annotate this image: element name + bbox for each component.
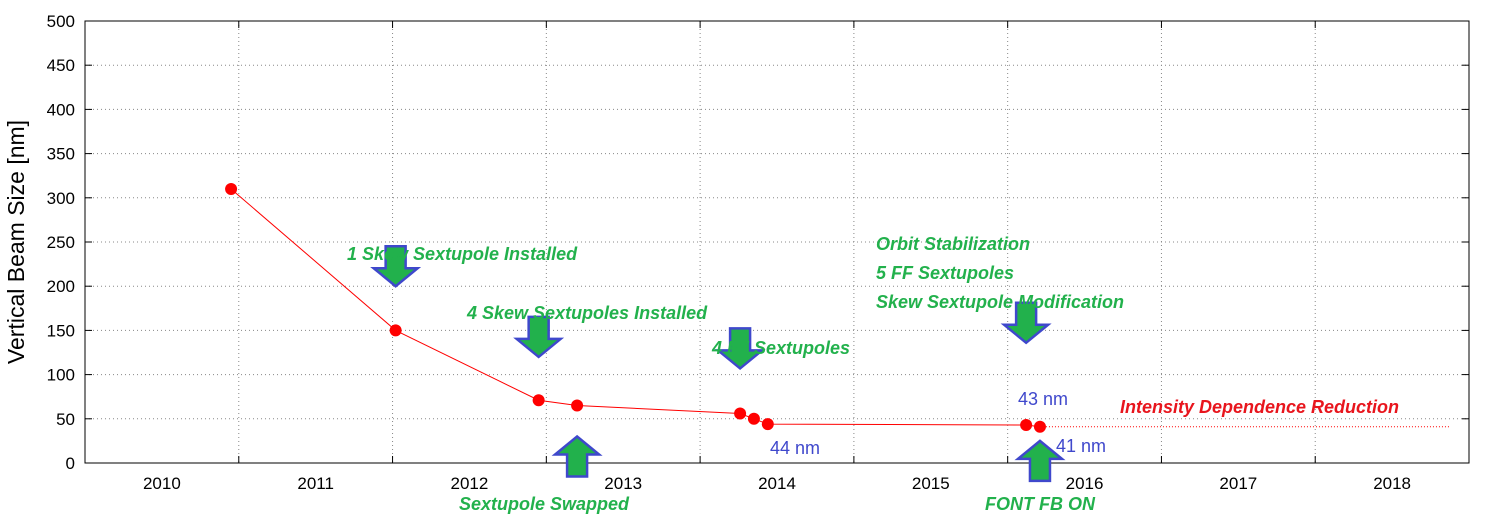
annotation-4-skew-sextupoles: 4 Skew Sextupoles Installed — [466, 303, 708, 323]
x-tick-label: 2017 — [1219, 474, 1257, 493]
data-series — [225, 182, 1451, 433]
annotation-arrows — [370, 244, 1066, 483]
x-tick-label: 2013 — [604, 474, 642, 493]
annotation-5-ff-sextupoles: 5 FF Sextupoles — [876, 263, 1014, 283]
arrow-down-icon — [714, 327, 766, 371]
annotation-43-nm: 43 nm — [1018, 389, 1068, 409]
x-tick-label: 2011 — [297, 474, 334, 493]
grid-lines — [85, 21, 1469, 463]
y-tick-label: 450 — [47, 56, 75, 75]
data-point — [225, 182, 238, 195]
annotation-orbit-stabilization: Orbit Stabilization — [876, 234, 1030, 254]
x-tick-label: 2015 — [912, 474, 950, 493]
y-tick-label: 150 — [47, 321, 75, 340]
data-point — [532, 394, 545, 407]
y-tick-label: 50 — [56, 410, 75, 429]
annotation-font-fb-on: FONT FB ON — [985, 494, 1096, 514]
annotation-41-nm: 41 nm — [1056, 436, 1106, 456]
annotation-skew-sextupole-modification: Skew Sextupole Modification — [876, 292, 1124, 312]
y-tick-label: 500 — [47, 12, 75, 31]
y-tick-label: 0 — [66, 454, 75, 473]
data-point — [734, 407, 747, 420]
axis-ticks: 0 50 100 150 200 250 300 350 400 450 500 2010 2011 20… — [47, 12, 1469, 493]
annotation-sextupole-swapped: Sextupole Swapped — [459, 494, 630, 514]
y-axis-label: Vertical Beam Size [nm] — [3, 120, 29, 364]
data-point — [747, 412, 760, 425]
data-point — [761, 418, 774, 431]
x-tick-label: 2018 — [1373, 474, 1411, 493]
x-tick-label: 2010 — [143, 474, 181, 493]
x-tick-label: 2014 — [758, 474, 796, 493]
arrow-up-icon — [1014, 439, 1066, 483]
data-point — [1020, 418, 1033, 431]
y-tick-label: 200 — [47, 277, 75, 296]
x-tick-label: 2016 — [1066, 474, 1104, 493]
data-point — [571, 399, 584, 412]
arrow-down-icon — [513, 315, 565, 359]
arrow-down-icon — [370, 244, 422, 288]
y-tick-label: 400 — [47, 100, 75, 119]
y-tick-label: 250 — [47, 233, 75, 252]
annotation-intensity-dependence-reduction: Intensity Dependence Reduction — [1120, 397, 1399, 417]
y-tick-label: 350 — [47, 145, 75, 164]
arrow-up-icon — [551, 434, 603, 478]
annotation-4-ff-sextupoles: 4 FF Sextupoles — [711, 338, 850, 358]
data-point — [389, 324, 402, 337]
y-tick-label: 100 — [47, 366, 75, 385]
x-tick-label: 2012 — [451, 474, 489, 493]
y-tick-label: 300 — [47, 189, 75, 208]
arrow-down-icon — [1000, 301, 1052, 345]
annotation-1-skew-sextupole: 1 Skew Sextupole Installed — [347, 244, 578, 264]
annotation-44-nm: 44 nm — [770, 438, 820, 458]
